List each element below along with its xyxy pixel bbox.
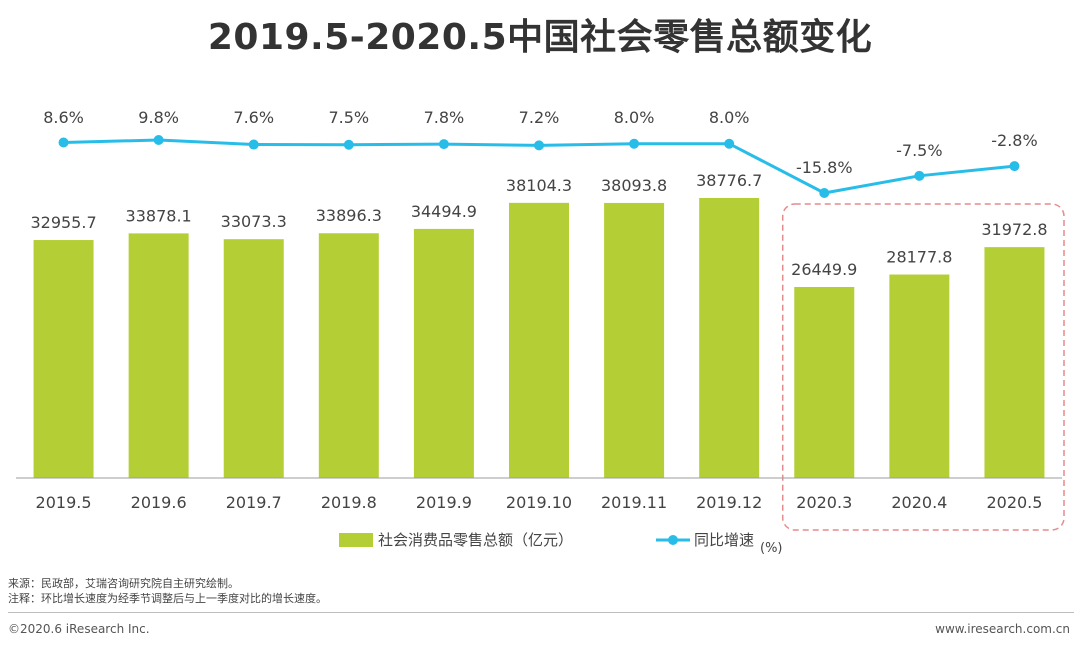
bar-2019.6 <box>128 233 189 478</box>
growth-label-2019.7: 7.6% <box>233 108 274 127</box>
legend-unit-label: (%) <box>760 541 783 556</box>
legend-bar-label: 社会消费品零售总额（亿元） <box>378 531 573 549</box>
bar-value-label-2019.11: 38093.8 <box>601 176 667 195</box>
bar-value-label-2019.9: 34494.9 <box>411 202 477 221</box>
bar-value-label-2019.7: 33073.3 <box>221 212 287 231</box>
chart-title: 2019.5-2020.5中国社会零售总额变化 <box>207 17 873 58</box>
annotation-note: 注释：环比增长速度为经季节调整后与上一季度对比的增长速度。 <box>8 592 327 605</box>
growth-label-2019.10: 7.2% <box>519 108 560 127</box>
growth-point-2019.8 <box>343 139 354 150</box>
growth-label-2019.9: 7.8% <box>424 108 465 127</box>
bar-2019.8 <box>318 233 379 478</box>
x-tick-label-2019.10: 2019.10 <box>506 493 572 512</box>
x-tick-label-2019.5: 2019.5 <box>36 493 92 512</box>
website-text: www.iresearch.com.cn <box>935 622 1070 636</box>
growth-label-2019.11: 8.0% <box>614 108 655 127</box>
growth-point-2020.4 <box>914 170 925 181</box>
growth-label-2019.8: 7.5% <box>328 108 369 127</box>
x-tick-label-2020.4: 2020.4 <box>891 493 947 512</box>
footer-divider <box>8 612 1074 613</box>
growth-label-2020.4: -7.5% <box>896 141 942 160</box>
bar-2020.3 <box>794 287 855 478</box>
bar-2019.10 <box>509 202 569 478</box>
bar-value-label-2019.10: 38104.3 <box>506 176 572 195</box>
legend-line-marker <box>668 535 678 545</box>
growth-point-2019.5 <box>58 137 69 148</box>
bar-2020.4 <box>889 274 950 478</box>
bar-value-label-2020.4: 28177.8 <box>886 248 952 267</box>
bar-value-label-2019.5: 32955.7 <box>30 213 96 232</box>
bar-value-label-2020.3: 26449.9 <box>791 260 857 279</box>
bar-value-label-2019.12: 38776.7 <box>696 171 762 190</box>
footer-notes: 来源：民政部，艾瑞咨询研究院自主研究绘制。 注释：环比增长速度为经季节调整后与上… <box>8 576 327 606</box>
x-tick-label-2019.12: 2019.12 <box>696 493 762 512</box>
growth-label-2020.5: -2.8% <box>991 131 1037 150</box>
x-tick-label-2019.11: 2019.11 <box>601 493 667 512</box>
bar-value-label-2020.5: 31972.8 <box>981 220 1047 239</box>
highlight-box <box>781 203 1065 531</box>
growth-point-2019.6 <box>153 135 164 145</box>
legend-line-label: 同比增速 <box>694 531 754 549</box>
growth-point-2019.9 <box>438 139 449 150</box>
growth-point-2020.3 <box>819 188 830 198</box>
growth-point-2019.11 <box>629 138 640 149</box>
bar-2019.9 <box>413 228 474 478</box>
growth-point-2019.10 <box>534 140 544 151</box>
source-note: 来源：民政部，艾瑞咨询研究院自主研究绘制。 <box>8 577 239 590</box>
bar-2020.5 <box>984 247 1045 478</box>
bar-2019.5 <box>33 240 94 478</box>
chart-svg: 32955.7 2019.5 33878.1 2019.6 33073.3 2019.7 3… <box>16 108 1065 556</box>
x-tick-label-2019.6: 2019.6 <box>131 493 187 512</box>
bar-value-label-2019.6: 33878.1 <box>126 206 192 225</box>
x-tick-label-2019.7: 2019.7 <box>226 493 282 512</box>
x-tick-label-2019.8: 2019.8 <box>321 493 377 512</box>
growth-label-2019.5: 8.6% <box>43 108 84 127</box>
x-tick-label-2020.5: 2020.5 <box>986 493 1042 512</box>
x-tick-label-2019.9: 2019.9 <box>416 493 472 512</box>
copyright-text: ©2020.6 iResearch Inc. <box>8 622 150 636</box>
growth-label-2019.12: 8.0% <box>709 108 750 127</box>
growth-point-2020.5 <box>1009 161 1020 172</box>
x-tick-label-2020.3: 2020.3 <box>796 493 852 512</box>
bar-2019.12 <box>699 198 760 478</box>
bar-value-label-2019.8: 33896.3 <box>316 206 382 225</box>
growth-label-2020.3: -15.8% <box>796 158 853 177</box>
growth-label-2019.6: 9.8% <box>138 108 179 127</box>
bar-2019.11 <box>604 202 665 479</box>
growth-point-2019.12 <box>724 138 735 149</box>
growth-point-2019.7 <box>248 139 259 150</box>
bar-2019.7 <box>223 239 284 478</box>
legend-bar-swatch <box>339 533 373 547</box>
